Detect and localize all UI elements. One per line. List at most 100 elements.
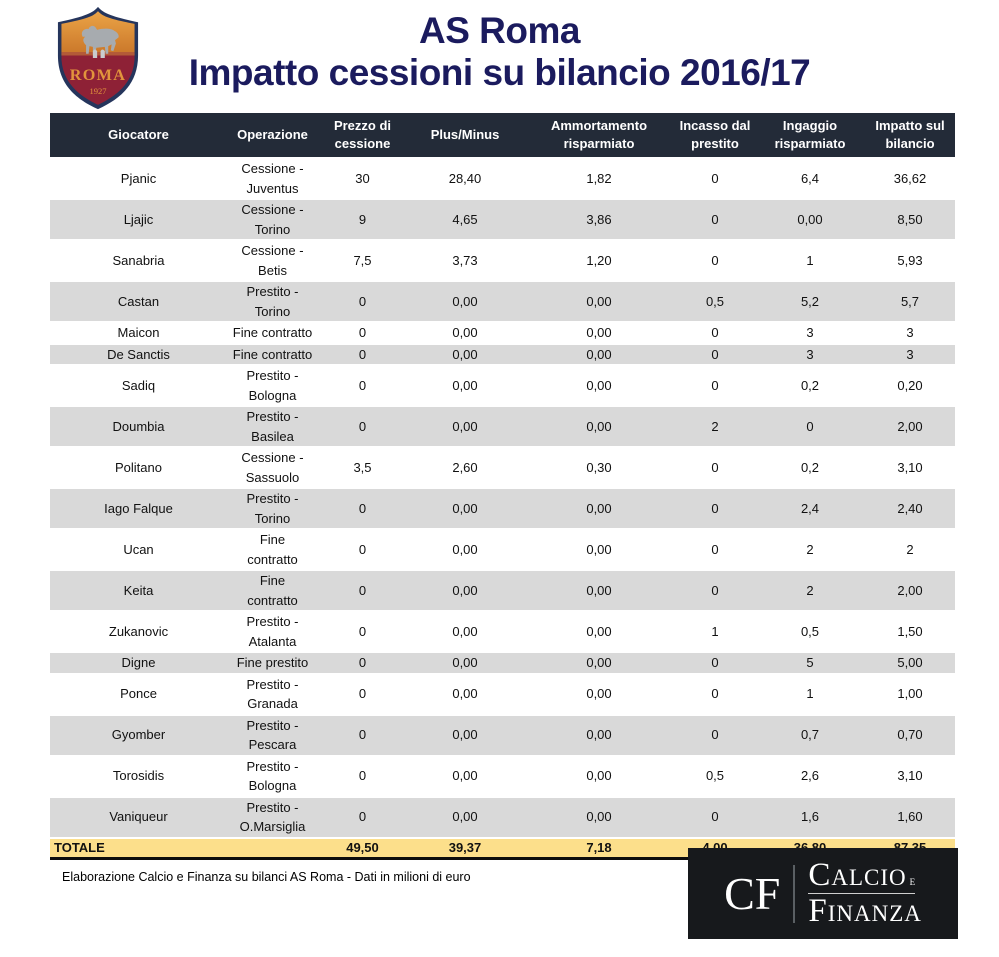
cell-prezzo: 0	[358, 623, 367, 639]
table-row: Castan Prestito - Torino 0 0,00 0,00 0,5…	[50, 281, 955, 322]
twins-icon	[92, 49, 105, 58]
cell-ammortamento: 0,00	[586, 727, 612, 743]
cell-plus-minus: 28,40	[448, 170, 482, 186]
cell-operazione: Cessione - Sassuolo	[241, 450, 304, 485]
cell-giocatore: Keita	[123, 582, 154, 598]
cell-ammortamento: 0,00	[586, 377, 612, 393]
cell-ingaggio: 3	[806, 346, 814, 362]
cell-ammortamento: 0,00	[586, 418, 612, 434]
cell-ingaggio: 0	[806, 418, 814, 434]
totale-operazione-cell	[227, 837, 318, 860]
cell-ingaggio: 1	[806, 252, 814, 268]
cell-ingaggio: 5	[806, 655, 814, 670]
col-header-incasso: Incasso dal prestito	[675, 113, 755, 159]
cell-giocatore: Maicon	[117, 325, 160, 340]
table-row: Gyomber Prestito - Pescara 0 0,00 0,00 0…	[50, 714, 955, 756]
cell-incasso: 0	[711, 686, 719, 702]
cell-incasso: 0	[711, 170, 719, 186]
page-subtitle: Impatto cessioni su bilancio 2016/17	[188, 51, 811, 93]
cell-ammortamento: 1,20	[586, 252, 612, 268]
cell-impatto: 1,50	[897, 623, 923, 639]
cell-plus-minus: 0,00	[452, 582, 478, 598]
cell-plus-minus: 0,00	[452, 623, 478, 639]
cell-giocatore: Gyomber	[111, 727, 166, 743]
col-header-ammortamento: Ammortamento risparmiato	[523, 113, 675, 159]
cell-ammortamento: 0,00	[586, 809, 612, 825]
cell-plus-minus: 0,00	[452, 809, 478, 825]
cell-prezzo: 0	[358, 418, 367, 434]
cell-impatto: 2,00	[897, 582, 923, 598]
cell-impatto: 3,10	[897, 459, 923, 475]
cell-plus-minus: 0,00	[452, 686, 478, 702]
col-header-ingaggio: Ingaggio risparmiato	[755, 113, 865, 159]
cell-ingaggio: 0,2	[800, 459, 820, 475]
cell-prezzo: 0	[358, 293, 367, 309]
cell-plus-minus: 0,00	[452, 500, 478, 516]
table-row: De Sanctis Fine contratto 0 0,00 0,00 0 …	[50, 343, 955, 365]
cell-impatto: 36,62	[893, 170, 927, 186]
cell-ammortamento: 1,82	[586, 170, 612, 186]
page-title: AS Roma	[419, 10, 580, 51]
table-row: Iago Falque Prestito - Torino 0 0,00 0,0…	[50, 488, 955, 529]
cell-ammortamento: 0,00	[586, 768, 612, 784]
cell-ingaggio: 3	[806, 325, 814, 340]
cell-giocatore: Pjanic	[120, 170, 157, 186]
cell-operazione: Prestito - Pescara	[246, 717, 299, 753]
cell-ammortamento: 0,00	[586, 541, 612, 557]
table-row: Keita Fine contratto 0 0,00 0,00 0 2 2,0…	[50, 570, 955, 611]
cell-incasso: 0	[711, 211, 719, 227]
cell-impatto: 2,00	[897, 418, 923, 434]
cell-giocatore: De Sanctis	[107, 346, 170, 362]
cell-prezzo: 9	[358, 211, 367, 227]
cell-operazione: Cessione - Betis	[241, 243, 304, 278]
table-row: Maicon Fine contratto 0 0,00 0,00 0 3 3	[50, 322, 955, 344]
cell-plus-minus: 3,73	[452, 252, 478, 268]
table-row: Torosidis Prestito - Bologna 0 0,00 0,00…	[50, 755, 955, 797]
cell-ingaggio: 2,6	[800, 768, 820, 784]
cell-impatto: 0,70	[897, 727, 923, 743]
table-row: Pjanic Cessione - Juventus 30 28,40 1,82…	[50, 158, 955, 199]
cell-ammortamento: 0,00	[586, 623, 612, 639]
cell-incasso: 0	[711, 346, 719, 362]
totale-ammortamento-cell: 7,18	[523, 837, 675, 860]
cf-monogram: CF	[724, 867, 781, 919]
cell-incasso: 0,5	[705, 768, 725, 784]
cell-impatto: 2	[906, 541, 914, 557]
cell-plus-minus: 0,00	[452, 325, 478, 340]
cell-giocatore: Vaniqueur	[109, 809, 168, 825]
cell-impatto: 1,60	[897, 809, 923, 825]
cell-impatto: 3,10	[897, 768, 923, 784]
cell-ammortamento: 0,00	[586, 346, 612, 362]
cell-ammortamento: 3,86	[586, 211, 612, 227]
cell-operazione: Prestito - Bologna	[246, 368, 299, 403]
cell-operazione: Prestito - Basilea	[246, 409, 299, 444]
cell-giocatore: Politano	[115, 459, 162, 475]
cell-impatto: 5,7	[900, 293, 920, 309]
cell-giocatore: Iago Falque	[104, 500, 173, 516]
cell-incasso: 0	[711, 582, 719, 598]
cell-operazione: Prestito - O.Marsiglia	[239, 799, 306, 835]
cell-giocatore: Sanabria	[112, 252, 165, 268]
logo-wordmark: Calcio e Finanza	[808, 859, 922, 928]
cell-prezzo: 0	[358, 768, 367, 784]
cell-incasso: 0	[711, 459, 719, 475]
source-note: Elaborazione Calcio e Finanza su bilanci…	[62, 870, 471, 884]
cell-plus-minus: 0,00	[452, 541, 478, 557]
header-row: Giocatore Operazione Prezzo di cessione …	[50, 113, 955, 159]
crest-roma-text: ROMA	[70, 66, 126, 84]
logo-word-finanza: Finanza	[808, 893, 922, 929]
cell-prezzo: 0	[358, 500, 367, 516]
cell-ingaggio: 0,7	[800, 727, 820, 743]
cell-impatto: 2,40	[897, 500, 923, 516]
cell-incasso: 0	[711, 252, 719, 268]
col-header-impatto: Impatto sul bilancio	[865, 113, 955, 159]
cell-prezzo: 0	[358, 377, 367, 393]
table-row: Digne Fine prestito 0 0,00 0,00 0 5 5,00	[50, 652, 955, 674]
cell-impatto: 5,93	[897, 252, 923, 268]
cell-incasso: 0	[711, 500, 719, 516]
cell-giocatore: Castan	[117, 293, 160, 309]
cell-operazione: Fine prestito	[236, 655, 309, 670]
cell-incasso: 0	[711, 809, 719, 825]
cell-plus-minus: 4,65	[452, 211, 478, 227]
cell-operazione: Fine contratto	[247, 532, 298, 567]
